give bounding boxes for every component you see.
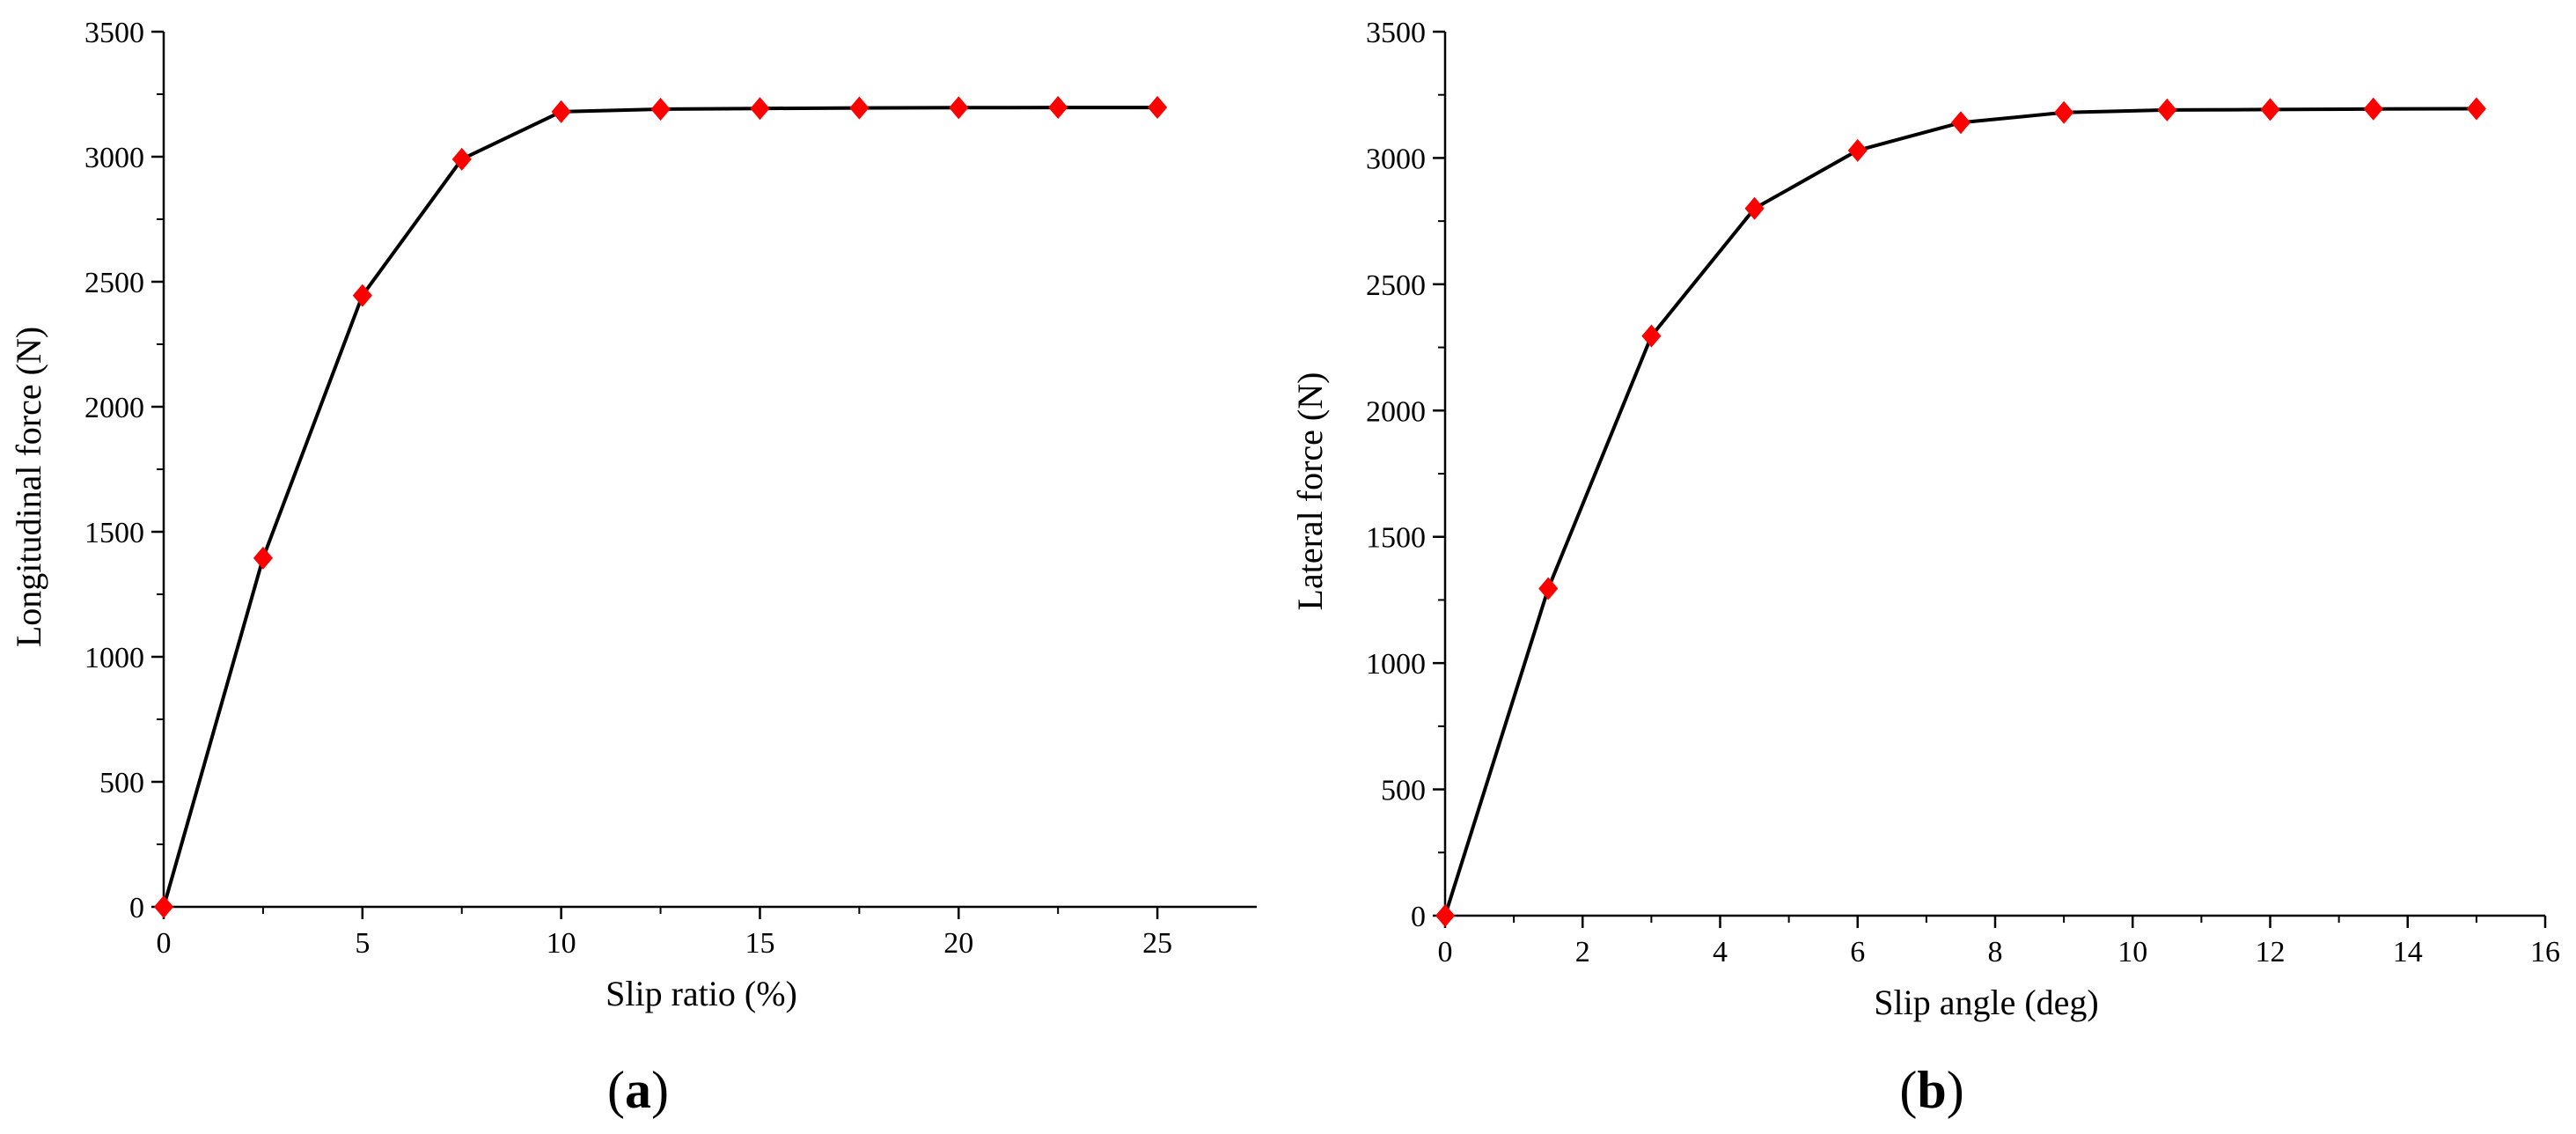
x-tick-label: 20 xyxy=(943,927,973,960)
data-point-marker xyxy=(750,97,770,121)
x-axis-title: Slip angle (deg) xyxy=(1874,983,2099,1022)
y-tick-label: 500 xyxy=(1381,775,1426,807)
x-axis-title: Slip ratio (%) xyxy=(605,974,797,1013)
y-axis-title: Longitudinal force (N) xyxy=(9,327,48,647)
data-point-marker xyxy=(849,96,870,120)
y-tick-label: 3000 xyxy=(1366,143,1426,175)
x-tick-label: 4 xyxy=(1713,936,1728,968)
series-line xyxy=(1443,107,2477,917)
y-tick-label: 1000 xyxy=(1366,648,1426,681)
y-tick-label: 3500 xyxy=(84,17,144,49)
x-tick-label: 8 xyxy=(1988,936,2003,968)
data-point-marker xyxy=(2054,100,2074,124)
y-tick-label: 1500 xyxy=(1366,522,1426,555)
data-point-marker xyxy=(2466,97,2486,121)
y-tick-label: 0 xyxy=(1411,901,1426,933)
y-tick-label: 2500 xyxy=(1366,269,1426,302)
data-point-marker xyxy=(1148,96,1168,120)
data-point-marker xyxy=(1435,904,1456,927)
data-point-marker xyxy=(2363,97,2383,121)
data-point-marker xyxy=(352,284,372,307)
y-tick-label: 3500 xyxy=(1366,17,1426,49)
y-tick-label: 500 xyxy=(99,767,144,799)
x-tick-label: 0 xyxy=(157,927,172,960)
x-tick-label: 16 xyxy=(2530,936,2560,968)
chart-panel-a: 0 500 1000 1500 2000 2500 3000 3500 0 5 10 15 20 25 Sl… xyxy=(9,17,1257,1119)
data-point-marker xyxy=(253,546,273,570)
data-point-marker xyxy=(949,96,969,120)
data-point-marker xyxy=(650,98,671,122)
data-point-marker xyxy=(2157,98,2177,122)
x-tick-label: 2 xyxy=(1575,936,1590,968)
x-tick-label: 14 xyxy=(2393,936,2423,968)
series-line xyxy=(162,106,1158,908)
y-tick-label: 2000 xyxy=(84,392,144,424)
x-tick-label: 10 xyxy=(547,927,576,960)
panel-caption: (b) xyxy=(1899,1061,1963,1119)
data-point-marker xyxy=(1744,196,1765,220)
data-point-marker xyxy=(1847,138,1868,162)
data-point-marker xyxy=(1641,324,1662,348)
x-tick-label: 12 xyxy=(2256,936,2286,968)
x-tick-label: 0 xyxy=(1438,936,1453,968)
data-point-marker xyxy=(153,895,174,918)
data-point-marker xyxy=(2260,98,2280,122)
data-point-marker xyxy=(1538,577,1559,600)
y-tick-label: 3000 xyxy=(84,142,144,174)
x-tick-label: 15 xyxy=(745,927,774,960)
data-point-marker xyxy=(1950,111,1971,135)
data-point-marker xyxy=(551,99,571,123)
chart-panel-b: 0 500 1000 1500 2000 2500 3000 3500 0 2 4 6 8 10 12 14 1… xyxy=(1290,17,2560,1119)
x-tick-label: 5 xyxy=(355,927,370,960)
x-tick-label: 10 xyxy=(2117,936,2147,968)
y-tick-label: 2000 xyxy=(1366,395,1426,428)
panel-caption: (a) xyxy=(607,1061,669,1119)
y-axis-title: Lateral force (N) xyxy=(1290,372,1330,611)
data-point-marker xyxy=(1048,96,1068,120)
x-tick-label: 25 xyxy=(1142,927,1172,960)
y-tick-label: 1000 xyxy=(84,642,144,674)
y-tick-label: 2500 xyxy=(84,267,144,299)
y-tick-label: 1500 xyxy=(84,517,144,549)
y-tick-label: 0 xyxy=(129,892,144,924)
x-tick-label: 6 xyxy=(1850,936,1865,968)
data-point-marker xyxy=(451,147,472,171)
